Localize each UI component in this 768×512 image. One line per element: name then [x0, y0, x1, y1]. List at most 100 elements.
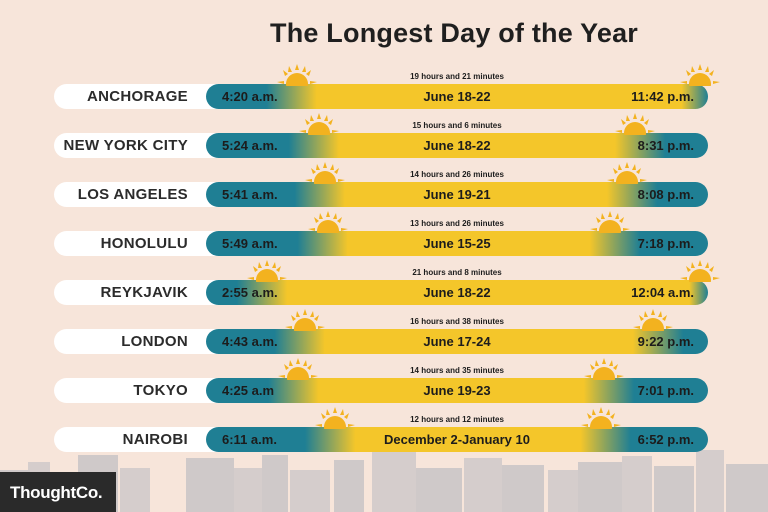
- skyline-building: [120, 468, 150, 512]
- daylight-duration: 13 hours and 26 minutes: [410, 219, 504, 228]
- sunrise-time: 5:49 a.m.: [222, 236, 278, 251]
- sunset-sun-icon: [680, 260, 721, 282]
- city-name: REYKJAVIK: [100, 284, 188, 301]
- skyline-building: [372, 452, 416, 512]
- sunset-time: 8:08 p.m.: [637, 187, 694, 202]
- sunset-time: 8:31 p.m.: [637, 138, 694, 153]
- sunset-time: 9:22 p.m.: [637, 334, 694, 349]
- skyline-building: [290, 470, 330, 512]
- city-name: LONDON: [121, 333, 188, 350]
- city-name: HONOLULU: [100, 235, 188, 252]
- sunrise-time: 2:55 a.m.: [222, 285, 278, 300]
- city-row: LOS ANGELES 14 hours and 26 minutes 5:41…: [0, 162, 768, 212]
- city-label-pill: [54, 329, 234, 354]
- city-label-pill: [54, 84, 234, 109]
- date-range: December 2-January 10: [384, 432, 530, 447]
- sunset-time: 7:01 p.m.: [637, 383, 694, 398]
- city-row: ANCHORAGE 19 hours and 21 minutes 4:20 a…: [0, 64, 768, 114]
- skyline-building: [232, 468, 262, 512]
- date-range: June 15-25: [423, 236, 491, 251]
- sunset-sun-icon: [607, 162, 648, 184]
- date-range: June 18-22: [423, 285, 491, 300]
- sunrise-sun-icon: [276, 64, 317, 86]
- date-range: June 19-23: [423, 383, 491, 398]
- sunset-sun-icon: [589, 211, 630, 233]
- sunrise-sun-icon: [278, 358, 319, 380]
- daylight-duration: 15 hours and 6 minutes: [412, 121, 502, 130]
- city-name: TOKYO: [133, 382, 188, 399]
- daylight-duration: 14 hours and 35 minutes: [410, 366, 504, 375]
- skyline-building: [654, 466, 694, 512]
- skyline-building: [416, 468, 462, 512]
- skyline-building: [578, 462, 622, 512]
- city-label-pill: [54, 182, 234, 207]
- city-row: LONDON 16 hours and 38 minutes 4:43 a.m.…: [0, 309, 768, 359]
- city-row: TOKYO 14 hours and 35 minutes 4:25 a.m J…: [0, 358, 768, 408]
- sunrise-sun-icon: [304, 162, 345, 184]
- city-row: REYKJAVIK 21 hours and 8 minutes 2:55 a.…: [0, 260, 768, 310]
- date-range: June 18-22: [423, 89, 491, 104]
- sunset-time: 12:04 a.m.: [631, 285, 694, 300]
- skyline-building: [464, 458, 502, 512]
- city-row: HONOLULU 13 hours and 26 minutes 5:49 a.…: [0, 211, 768, 261]
- sunrise-time: 4:20 a.m.: [222, 89, 278, 104]
- sunrise-time: 6:11 a.m.: [222, 432, 277, 447]
- daylight-duration: 16 hours and 38 minutes: [410, 317, 504, 326]
- skyline-building: [548, 470, 578, 512]
- skyline-building: [696, 450, 724, 512]
- daylight-duration: 12 hours and 12 minutes: [410, 415, 504, 424]
- skyline-building: [502, 465, 544, 512]
- skyline-building: [622, 456, 652, 512]
- sunrise-sun-icon: [298, 113, 339, 135]
- daylight-bar: [206, 378, 708, 403]
- city-row: NAIROBI 12 hours and 12 minutes 6:11 a.m…: [0, 407, 768, 457]
- sunset-time: 7:18 p.m.: [637, 236, 694, 251]
- thoughtco-logo: ThoughtCo.: [0, 472, 116, 512]
- daylight-bar: [206, 280, 708, 305]
- daylight-bar: [206, 427, 708, 452]
- date-range: June 17-24: [423, 334, 491, 349]
- sunrise-time: 4:25 a.m: [222, 383, 275, 398]
- sunset-time: 6:52 p.m.: [637, 432, 694, 447]
- city-name: NAIROBI: [122, 431, 188, 448]
- daylight-bar: [206, 84, 708, 109]
- daylight-duration: 14 hours and 26 minutes: [410, 170, 504, 179]
- sunset-sun-icon: [632, 309, 673, 331]
- sunset-sun-icon: [615, 113, 656, 135]
- sunrise-time: 4:43 a.m.: [222, 334, 278, 349]
- daylight-bar: [206, 133, 708, 158]
- daylight-duration: 21 hours and 8 minutes: [412, 268, 502, 277]
- date-range: June 18-22: [423, 138, 491, 153]
- sunrise-sun-icon: [315, 407, 356, 429]
- city-label-pill: [54, 231, 234, 256]
- skyline-building: [186, 458, 234, 512]
- daylight-bar: [206, 329, 708, 354]
- sunset-time: 11:42 p.m.: [631, 89, 694, 104]
- city-label-pill: [54, 378, 234, 403]
- city-label-pill: [54, 280, 234, 305]
- daylight-duration: 19 hours and 21 minutes: [410, 72, 504, 81]
- sunrise-sun-icon: [284, 309, 325, 331]
- city-name: ANCHORAGE: [86, 88, 188, 105]
- sunset-sun-icon: [580, 407, 621, 429]
- daylight-bar: [206, 231, 708, 256]
- skyline-building: [262, 455, 288, 512]
- city-label-pill: [54, 133, 234, 158]
- sunrise-sun-icon: [307, 211, 348, 233]
- skyline-building: [726, 464, 768, 512]
- date-range: June 19-21: [423, 187, 491, 202]
- sunrise-time: 5:24 a.m.: [222, 138, 278, 153]
- daylight-bar: [206, 182, 708, 207]
- sunrise-time: 5:41 a.m.: [222, 187, 278, 202]
- city-label-pill: [54, 427, 234, 452]
- logo-text: ThoughtCo.: [10, 483, 103, 502]
- sunrise-sun-icon: [247, 260, 288, 282]
- sunset-sun-icon: [680, 64, 721, 86]
- city-name: NEW YORK CITY: [63, 137, 188, 154]
- city-row: NEW YORK CITY 15 hours and 6 minutes 5:2…: [0, 113, 768, 163]
- sunset-sun-icon: [583, 358, 624, 380]
- city-name: LOS ANGELES: [77, 186, 188, 203]
- skyline-building: [334, 460, 364, 512]
- page-title: The Longest Day of the Year: [270, 18, 638, 48]
